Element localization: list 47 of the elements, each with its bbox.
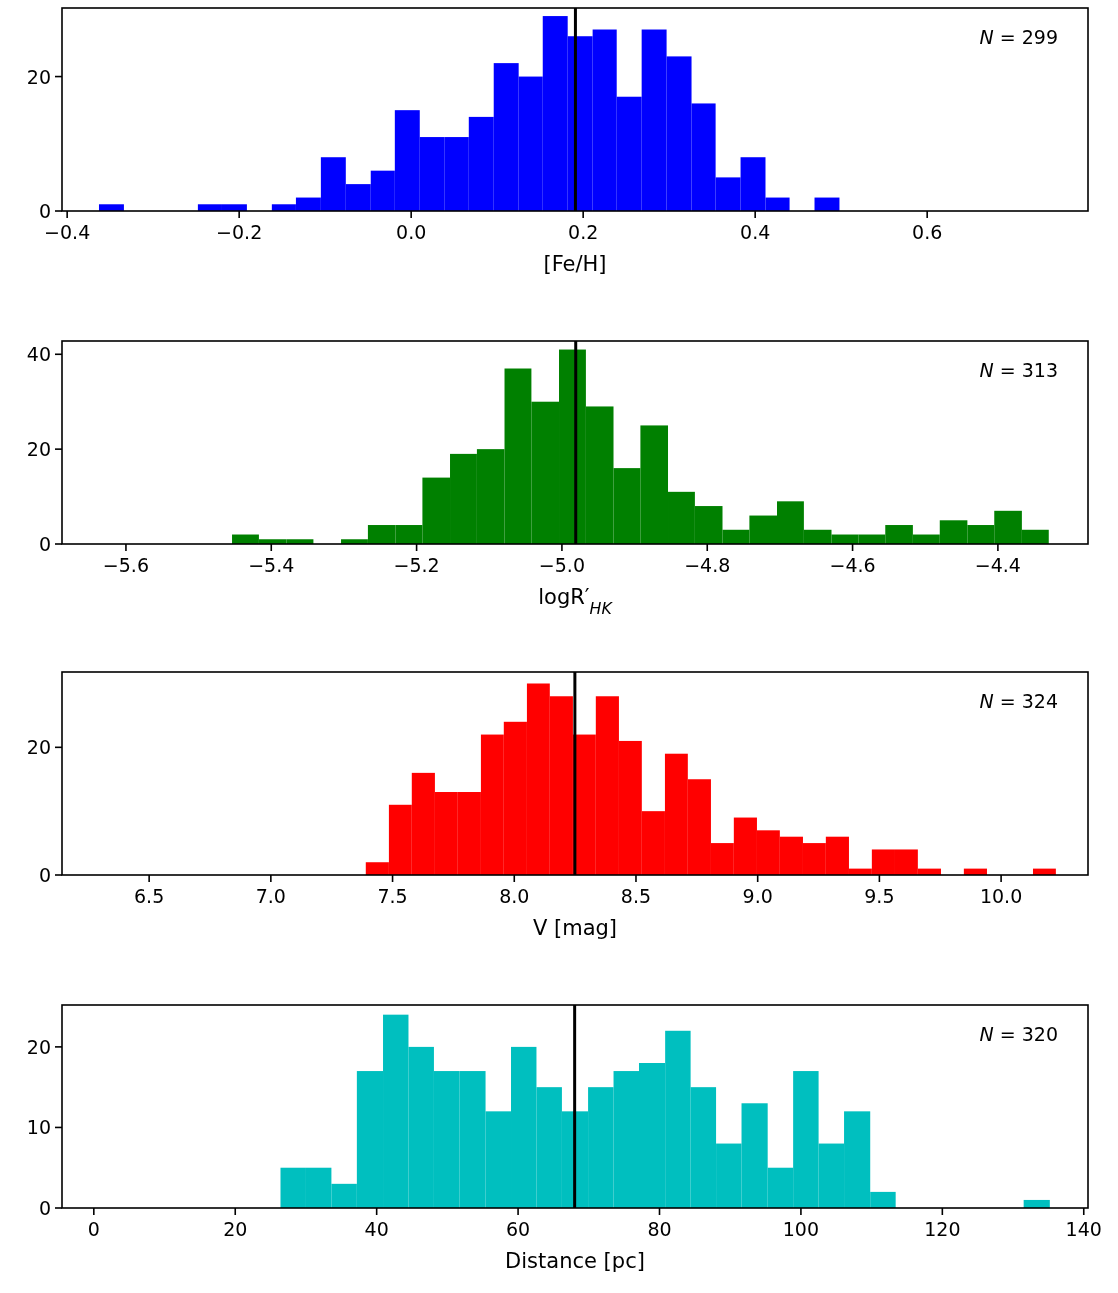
x-tick-label: 80 xyxy=(647,1218,672,1240)
x-tick-label: 120 xyxy=(924,1218,961,1240)
y-tick-label: 0 xyxy=(38,1197,51,1219)
annotation: N = 320 xyxy=(979,1023,1058,1045)
y-tick-label: 20 xyxy=(26,438,51,461)
x-tick-label: 0.0 xyxy=(396,221,427,243)
y-tick-label: 0 xyxy=(38,533,51,555)
y-tick-label: 0 xyxy=(38,200,51,222)
x-tick-label: 9.5 xyxy=(864,885,895,907)
x-axis-title: [Fe/H] xyxy=(543,252,607,276)
y-tick-label: 10 xyxy=(26,1116,51,1139)
annotation: N = 324 xyxy=(979,690,1058,712)
x-tick-label: −0.4 xyxy=(44,221,91,243)
x-tick-label: 60 xyxy=(505,1218,531,1240)
x-tick-label: −4.8 xyxy=(684,554,731,576)
x-axis-title: logR′$_{HK}$ xyxy=(538,585,614,618)
x-tick-label: 0.6 xyxy=(912,221,943,243)
x-tick-label: 7.0 xyxy=(255,885,286,907)
x-tick-label: 40 xyxy=(364,1218,389,1240)
annotation: N = 299 xyxy=(979,26,1058,48)
x-tick-label: 20 xyxy=(223,1218,248,1240)
y-tick-label: 20 xyxy=(26,65,51,88)
y-tick-label: 20 xyxy=(26,736,51,759)
x-tick-label: 8.5 xyxy=(620,885,652,907)
x-axis-title: V [mag] xyxy=(532,916,618,940)
x-tick-label: 10.0 xyxy=(979,885,1023,907)
x-tick-label: 7.5 xyxy=(377,885,408,907)
y-tick-label: 20 xyxy=(26,1035,51,1058)
x-tick-label: −5.0 xyxy=(538,554,585,576)
x-tick-label: −5.2 xyxy=(393,554,440,576)
x-tick-label: −4.6 xyxy=(829,554,876,576)
x-tick-label: 8.0 xyxy=(499,885,530,907)
x-tick-label: −5.6 xyxy=(102,554,150,576)
x-tick-label: −5.4 xyxy=(248,554,295,576)
y-tick-label: 40 xyxy=(26,343,51,366)
x-tick-label: 0 xyxy=(87,1218,100,1240)
x-tick-label: −4.4 xyxy=(974,554,1021,576)
x-axis-title: Distance [pc] xyxy=(505,1249,645,1273)
x-tick-label: 0.2 xyxy=(568,221,599,243)
x-tick-label: 100 xyxy=(782,1218,820,1240)
y-tick-label: 0 xyxy=(38,864,51,886)
x-tick-label: −0.2 xyxy=(216,221,263,243)
annotation: N = 313 xyxy=(979,359,1058,381)
x-tick-label: 0.4 xyxy=(740,221,771,243)
x-tick-label: 140 xyxy=(1065,1218,1102,1240)
x-tick-label: 9.0 xyxy=(742,885,773,907)
x-tick-label: 6.5 xyxy=(134,885,165,907)
